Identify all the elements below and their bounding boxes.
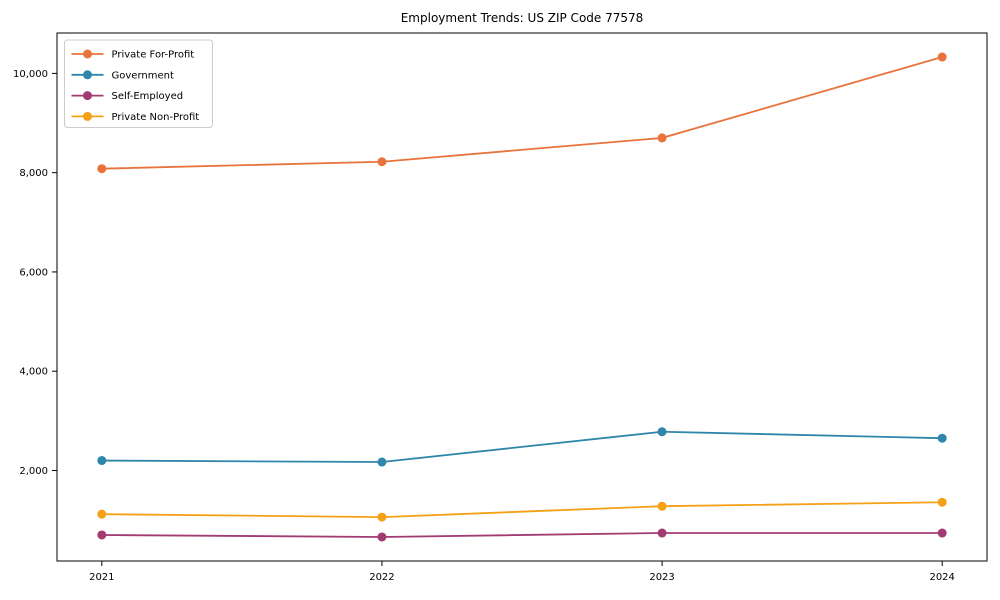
data-point-private-non-profit-2021 bbox=[97, 509, 107, 519]
data-point-private-for-profit-2022 bbox=[377, 157, 387, 167]
legend-item-government: Government bbox=[71, 70, 174, 81]
legend-label: Private For-Profit bbox=[112, 50, 195, 61]
plot-border bbox=[56, 32, 988, 562]
legend-label: Private Non-Profit bbox=[112, 112, 200, 123]
data-point-government-2022 bbox=[377, 457, 387, 467]
data-point-government-2023 bbox=[657, 427, 667, 437]
data-series bbox=[97, 52, 947, 542]
data-point-self-employed-2021 bbox=[97, 530, 107, 540]
legend-marker-icon bbox=[83, 111, 92, 121]
x-tick-label: 2022 bbox=[369, 572, 394, 583]
y-tick-label: 2,000 bbox=[19, 466, 48, 477]
series-line-private-non-profit bbox=[100, 501, 944, 519]
series-government bbox=[97, 427, 947, 467]
data-point-private-non-profit-2024 bbox=[937, 497, 947, 507]
legend-item-self-employed: Self-Employed bbox=[71, 91, 184, 102]
legend-marker-icon bbox=[83, 91, 92, 101]
series-private-for-profit bbox=[97, 52, 947, 174]
y-tick-label: 4,000 bbox=[19, 367, 48, 378]
legend: Private For-Profit Government Self-Employe… bbox=[64, 39, 213, 128]
x-tick-label: 2023 bbox=[649, 572, 674, 583]
series-line-private-for-profit bbox=[100, 56, 944, 170]
series-line-government bbox=[100, 430, 944, 463]
y-axis: 2,000 4,000 6,000 8,000 10,000 bbox=[13, 69, 57, 477]
data-point-government-2021 bbox=[97, 456, 107, 466]
plot-border-rect bbox=[56, 32, 988, 562]
chart-title: Employment Trends: US ZIP Code 77578 bbox=[401, 11, 644, 25]
series-line-self-employed bbox=[100, 532, 944, 538]
y-tick-label: 6,000 bbox=[19, 267, 48, 278]
x-axis: 2021 2022 2023 2024 bbox=[89, 561, 955, 583]
data-point-private-for-profit-2021 bbox=[97, 164, 107, 174]
legend-marker-icon bbox=[83, 70, 92, 80]
data-point-private-non-profit-2022 bbox=[377, 512, 387, 522]
legend-item-private-non-profit: Private Non-Profit bbox=[71, 111, 200, 123]
legend-label: Government bbox=[112, 70, 174, 81]
legend-label: Self-Employed bbox=[112, 91, 184, 102]
data-point-private-for-profit-2024 bbox=[937, 52, 947, 62]
legend-marker-icon bbox=[83, 49, 92, 59]
data-point-self-employed-2022 bbox=[377, 532, 387, 542]
data-point-self-employed-2024 bbox=[937, 528, 947, 538]
data-point-government-2024 bbox=[937, 433, 947, 443]
series-self-employed bbox=[97, 528, 947, 542]
legend-item-private-for-profit: Private For-Profit bbox=[71, 49, 195, 61]
data-point-private-for-profit-2023 bbox=[657, 133, 667, 143]
x-tick-label: 2024 bbox=[929, 572, 954, 583]
x-tick-label: 2021 bbox=[89, 572, 114, 583]
y-tick-label: 8,000 bbox=[19, 168, 48, 179]
legend-box bbox=[64, 39, 213, 128]
y-tick-label: 10,000 bbox=[13, 69, 48, 80]
series-private-non-profit bbox=[97, 497, 947, 522]
data-point-self-employed-2023 bbox=[657, 528, 667, 538]
data-point-private-non-profit-2023 bbox=[657, 501, 667, 511]
